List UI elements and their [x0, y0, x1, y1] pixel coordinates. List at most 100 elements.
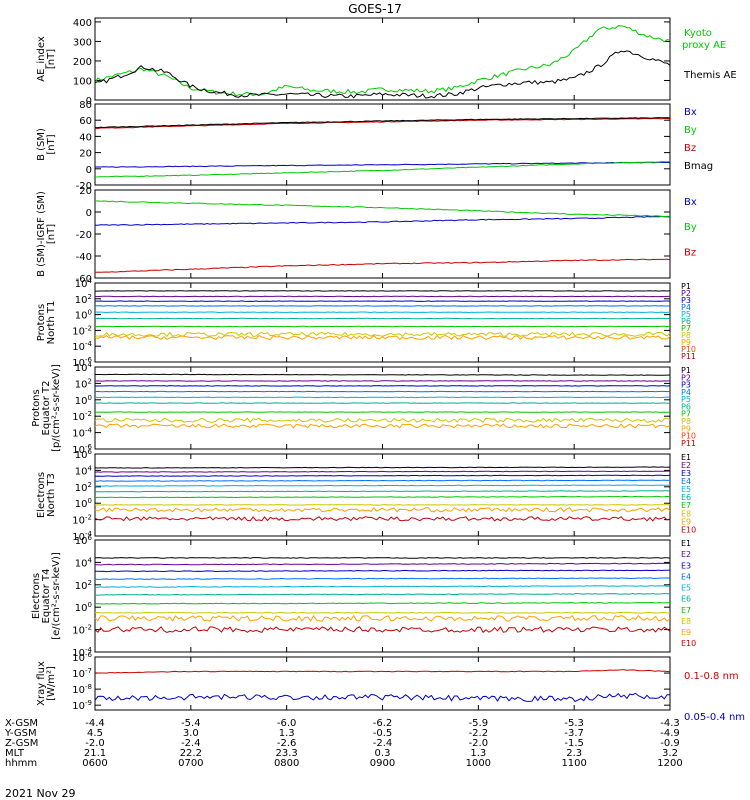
y-tick-label: 10-2 [72, 324, 92, 337]
series-line-e2 [94, 470, 670, 473]
legend-entry-e9: E9 [681, 517, 691, 526]
ephemeris-value: 0900 [370, 758, 395, 769]
y-tick-label: 102 [75, 579, 92, 592]
legend-entry-bx: Bx [684, 107, 697, 118]
legend-entry-p1: P1 [681, 282, 691, 291]
legend-entry-e3: E3 [681, 561, 691, 570]
ephemeris-value: -5.9 [469, 718, 489, 729]
ephemeris-value: -2.4 [181, 738, 201, 749]
legend-entry-bz: Bz [684, 143, 696, 154]
panel-frame [94, 539, 671, 653]
series-line-p3 [95, 300, 671, 302]
legend-entry-0-05-0-4-nm: 0.05-0.4 nm [684, 712, 745, 723]
ephemeris-value: 1100 [561, 758, 586, 769]
legend-entry-p3: P3 [681, 296, 691, 305]
ephemeris-value: 0600 [82, 758, 107, 769]
ephemeris-value: -2.2 [469, 728, 489, 739]
ephemeris-value: 3.0 [183, 728, 199, 739]
legend-entry-p8: P8 [681, 417, 691, 426]
series-line-p5 [94, 311, 671, 314]
series-line-p6 [94, 317, 671, 320]
y-tick-label: -40 [76, 252, 92, 263]
series-line-p9 [94, 423, 671, 429]
legend-entry-by: By [684, 222, 697, 233]
ephemeris-value: 0700 [178, 758, 203, 769]
panel-frame [94, 656, 671, 711]
series-line-p8 [94, 417, 671, 424]
legend-entry-e4: E4 [681, 572, 691, 581]
ephemeris-value: 21.1 [84, 748, 106, 759]
legend-entry-bx: Bx [684, 197, 697, 208]
series-line-bx [94, 215, 671, 226]
ephemeris-value: -4.3 [660, 718, 680, 729]
legend-entry-bmag: Bmag [684, 161, 713, 172]
legend-entry-p8: P8 [681, 331, 691, 340]
ephemeris-value: -1.5 [564, 738, 584, 749]
legend-entry-e10: E10 [681, 639, 696, 648]
legend-entry-p7: P7 [681, 410, 691, 419]
series-line-bz [94, 258, 671, 273]
legend-entry-p5: P5 [681, 310, 691, 319]
ephemeris-value: -4.9 [660, 728, 680, 739]
y-tick-label: 100 [75, 394, 92, 407]
ephemeris-table: X-GSMY-GSMZ-GSMMLThhmm-4.44.5-2.021.1060… [4, 718, 683, 769]
ephemeris-row-label: MLT [5, 748, 25, 759]
series-line-e8 [95, 611, 671, 614]
ephemeris-value: -5.4 [181, 718, 201, 729]
legend-entry-p2: P2 [681, 373, 691, 382]
legend-entry-e7: E7 [681, 606, 691, 615]
ephemeris-value: -2.4 [373, 738, 393, 749]
series-line-p6 [94, 402, 671, 404]
legend-entry-e2: E2 [681, 461, 691, 470]
y-tick-label: 10-6 [72, 651, 92, 664]
series-line-e10 [94, 626, 671, 634]
legend-entry-e7: E7 [681, 501, 691, 510]
panel-frame [94, 453, 671, 537]
y-tick-label: -20 [76, 181, 92, 192]
panel-ae: 0 100 200 300 400 AE_index[nT] Kyoto proxy AE Th… [36, 17, 737, 107]
ephemeris-value: -0.5 [373, 728, 393, 739]
y-tick-label: 400 [73, 18, 92, 29]
series-line-e3 [94, 569, 671, 573]
legend-entry-e1: E1 [681, 539, 691, 548]
y-axis-label: ElectronsNorth T3 [36, 472, 57, 518]
series-line-by [94, 200, 671, 218]
y-tick-label: 104 [75, 464, 93, 477]
y-tick-label: 104 [75, 556, 93, 569]
legend-entry-p4: P4 [681, 303, 691, 312]
series-line-by [94, 160, 671, 178]
series-line-p3 [94, 385, 671, 387]
y-tick-label: 40 [79, 132, 92, 143]
ephemeris-value: -2.0 [469, 738, 489, 749]
legend-entry-p11: P11 [681, 439, 696, 448]
ephemeris-value: -3.7 [564, 728, 584, 739]
y-tick-label: 0 [86, 208, 92, 219]
y-tick-label: -60 [76, 274, 92, 285]
y-tick-label: 60 [79, 116, 92, 127]
y-tick-label: 200 [73, 57, 92, 68]
legend-entry-e2: E2 [681, 550, 691, 559]
legend-entry-e5: E5 [681, 584, 691, 593]
ephemeris-value: 0800 [274, 758, 299, 769]
y-tick-label: 102 [75, 481, 92, 494]
y-tick-label: 106 [75, 448, 93, 461]
legend-entry-p2: P2 [681, 289, 691, 298]
ephemeris-value: -0.9 [660, 738, 680, 749]
series-line-p5 [94, 396, 671, 399]
series-line-e1 [94, 466, 671, 469]
series-line-bx [94, 161, 671, 168]
legend-entry-e10: E10 [681, 525, 696, 534]
series-line-p9 [94, 334, 671, 341]
ephemeris-value: 2.3 [566, 748, 582, 759]
ephemeris-value: 23.3 [276, 748, 298, 759]
series-line-e9 [94, 614, 671, 622]
y-tick-label: 10-2 [72, 410, 92, 423]
panel-xray: 10-9 10-8 10-7 10-6 Xray flux[W/m²] 0.1-0.8 n… [36, 651, 745, 723]
y-tick-label: 106 [75, 534, 93, 547]
ephemeris-value: 1200 [657, 758, 682, 769]
series-line-e6 [94, 490, 671, 493]
